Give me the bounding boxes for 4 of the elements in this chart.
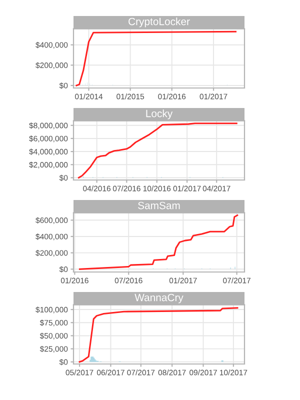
chart-title: WannaCry xyxy=(134,294,184,304)
chart-title: CryptoLocker xyxy=(128,18,190,28)
chart-title: Locky xyxy=(146,110,173,120)
chart-title: SamSam xyxy=(138,202,180,210)
